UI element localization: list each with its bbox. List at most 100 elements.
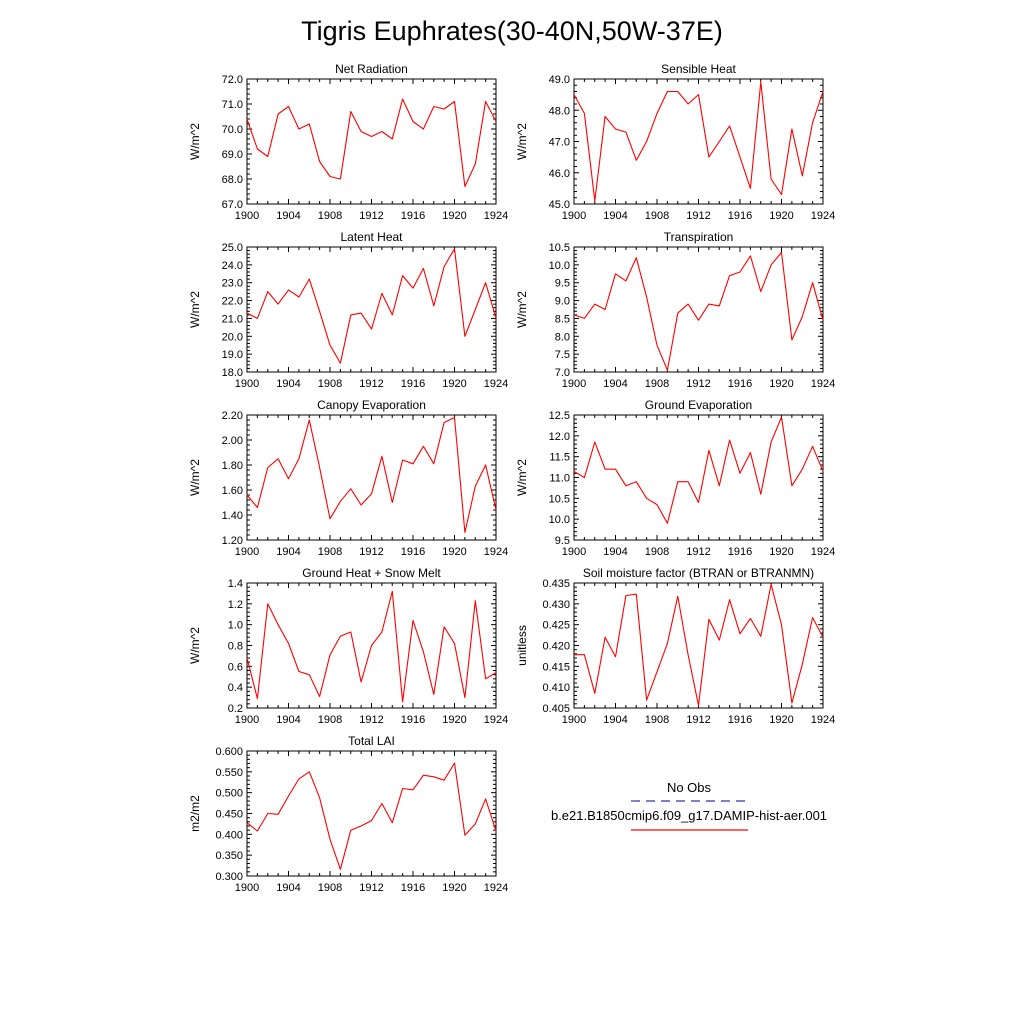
x-tick-label: 1924 bbox=[811, 714, 835, 726]
x-tick-label: 1920 bbox=[769, 714, 793, 726]
y-tick-label: 2.00 bbox=[222, 435, 243, 447]
y-tick-label: 1.4 bbox=[228, 578, 243, 590]
y-tick-label: 20.0 bbox=[222, 331, 243, 343]
panel-ground-heat-snow-melt: Ground Heat + Snow Melt 1900 1904 1908 1912 1… bbox=[188, 566, 508, 726]
panel-title: Canopy Evaporation bbox=[317, 398, 426, 412]
y-tick-label: 9.5 bbox=[555, 535, 570, 547]
series-line bbox=[246, 416, 497, 534]
x-tick-label: 1924 bbox=[811, 378, 835, 390]
x-tick-label: 1912 bbox=[686, 378, 710, 390]
x-tick-label: 1920 bbox=[769, 546, 793, 558]
panel-transpiration: Transpiration 1900 1904 1908 1912 1916 1920 192… bbox=[515, 230, 835, 390]
y-tick-label: 71.0 bbox=[222, 99, 243, 111]
y-tick-label: 11.5 bbox=[549, 452, 570, 464]
y-tick-label: 0.600 bbox=[215, 746, 243, 758]
y-tick-label: 22.0 bbox=[222, 296, 243, 308]
y-tick-label: 0.2 bbox=[228, 703, 243, 715]
x-tick-label: 1924 bbox=[484, 882, 508, 894]
series-line bbox=[246, 762, 497, 870]
x-tick-label: 1912 bbox=[359, 546, 383, 558]
x-tick-label: 1912 bbox=[359, 882, 383, 894]
y-tick-label: 0.400 bbox=[215, 829, 243, 841]
x-tick-label: 1904 bbox=[276, 546, 300, 558]
x-tick-label: 1908 bbox=[318, 210, 342, 222]
panel-ground-evaporation: Ground Evaporation 1900 1904 1908 1912 1916 19… bbox=[515, 398, 835, 558]
y-tick-label: 8.5 bbox=[555, 313, 570, 325]
y-tick-label: 21.0 bbox=[222, 313, 243, 325]
x-tick-label: 1900 bbox=[235, 882, 259, 894]
y-tick-label: 1.0 bbox=[228, 620, 243, 632]
figure-title: Tigris Euphrates(30-40N,50W-37E) bbox=[301, 16, 723, 46]
x-tick-label: 1920 bbox=[442, 714, 466, 726]
series-line bbox=[573, 416, 824, 524]
y-tick-label: 19.0 bbox=[222, 349, 243, 361]
y-tick-label: 0.500 bbox=[215, 788, 243, 800]
panel-title: Ground Evaporation bbox=[645, 398, 752, 412]
y-axis-label: W/m^2 bbox=[188, 123, 202, 160]
x-tick-label: 1900 bbox=[562, 210, 586, 222]
x-tick-label: 1920 bbox=[442, 378, 466, 390]
x-tick-label: 1908 bbox=[645, 714, 669, 726]
panel-canopy-evaporation: Canopy Evaporation 1900 1904 1908 1912 1916 19… bbox=[188, 398, 508, 558]
y-tick-label: 1.20 bbox=[222, 535, 243, 547]
panel-title: Ground Heat + Snow Melt bbox=[302, 566, 441, 580]
y-tick-label: 0.430 bbox=[542, 599, 570, 611]
y-tick-label: 10.5 bbox=[549, 493, 570, 505]
x-tick-label: 1920 bbox=[769, 378, 793, 390]
y-tick-label: 12.5 bbox=[549, 410, 570, 422]
x-tick-label: 1916 bbox=[401, 210, 425, 222]
panel-title: Soil moisture factor (BTRAN or BTRANMN) bbox=[583, 566, 814, 580]
series-line bbox=[246, 248, 497, 364]
x-tick-label: 1904 bbox=[276, 882, 300, 894]
y-tick-label: 25.0 bbox=[222, 242, 243, 254]
y-tick-label: 0.415 bbox=[542, 661, 570, 673]
x-tick-label: 1916 bbox=[401, 714, 425, 726]
x-tick-label: 1904 bbox=[276, 714, 300, 726]
y-tick-label: 1.80 bbox=[222, 460, 243, 472]
x-tick-label: 1912 bbox=[686, 546, 710, 558]
y-tick-label: 47.0 bbox=[549, 137, 570, 149]
x-tick-label: 1912 bbox=[359, 378, 383, 390]
x-tick-label: 1908 bbox=[318, 378, 342, 390]
x-tick-label: 1904 bbox=[603, 714, 627, 726]
x-tick-label: 1924 bbox=[484, 546, 508, 558]
x-tick-label: 1920 bbox=[442, 546, 466, 558]
y-tick-label: 0.350 bbox=[215, 850, 243, 862]
x-tick-label: 1904 bbox=[276, 378, 300, 390]
x-tick-label: 1904 bbox=[603, 210, 627, 222]
x-tick-label: 1920 bbox=[442, 882, 466, 894]
x-tick-label: 1900 bbox=[562, 546, 586, 558]
y-tick-label: 46.0 bbox=[549, 168, 570, 180]
y-axis-label: W/m^2 bbox=[515, 291, 529, 328]
y-tick-label: 18.0 bbox=[222, 367, 243, 379]
panel-title: Sensible Heat bbox=[661, 62, 736, 76]
y-tick-label: 0.300 bbox=[215, 871, 243, 883]
x-tick-label: 1924 bbox=[811, 210, 835, 222]
y-axis-label: W/m^2 bbox=[515, 123, 529, 160]
series-line bbox=[246, 98, 497, 188]
x-tick-label: 1908 bbox=[318, 714, 342, 726]
y-tick-label: 1.2 bbox=[228, 599, 243, 611]
legend-obs-label: No Obs bbox=[667, 780, 712, 795]
series-line bbox=[573, 251, 824, 371]
y-tick-label: 11.0 bbox=[549, 473, 570, 485]
legend: No Obs b.e21.B1850cmip6.f09_g17.DAMIP-hi… bbox=[551, 780, 827, 831]
y-tick-label: 72.0 bbox=[222, 74, 243, 86]
x-tick-label: 1916 bbox=[728, 378, 752, 390]
x-tick-label: 1908 bbox=[318, 882, 342, 894]
x-tick-label: 1924 bbox=[484, 378, 508, 390]
y-axis-label: W/m^2 bbox=[188, 627, 202, 664]
x-tick-label: 1920 bbox=[442, 210, 466, 222]
x-tick-label: 1908 bbox=[645, 546, 669, 558]
y-tick-label: 10.5 bbox=[549, 242, 570, 254]
panel-latent-heat: Latent Heat 1900 1904 1908 1912 1916 1920 1924 1… bbox=[188, 230, 508, 390]
panel-total-lai: Total LAI 1900 1904 1908 1912 1916 1920 1924 0.3… bbox=[188, 734, 508, 894]
y-tick-label: 70.0 bbox=[222, 124, 243, 136]
y-axis-label: unitless bbox=[515, 625, 529, 666]
panel-title: Latent Heat bbox=[340, 230, 403, 244]
x-tick-label: 1916 bbox=[401, 378, 425, 390]
y-axis-label: W/m^2 bbox=[188, 291, 202, 328]
panel-net-radiation: Net Radiation 1900 1904 1908 1912 1916 1920 192… bbox=[188, 62, 508, 222]
y-axis-label: m2/m2 bbox=[188, 795, 202, 832]
